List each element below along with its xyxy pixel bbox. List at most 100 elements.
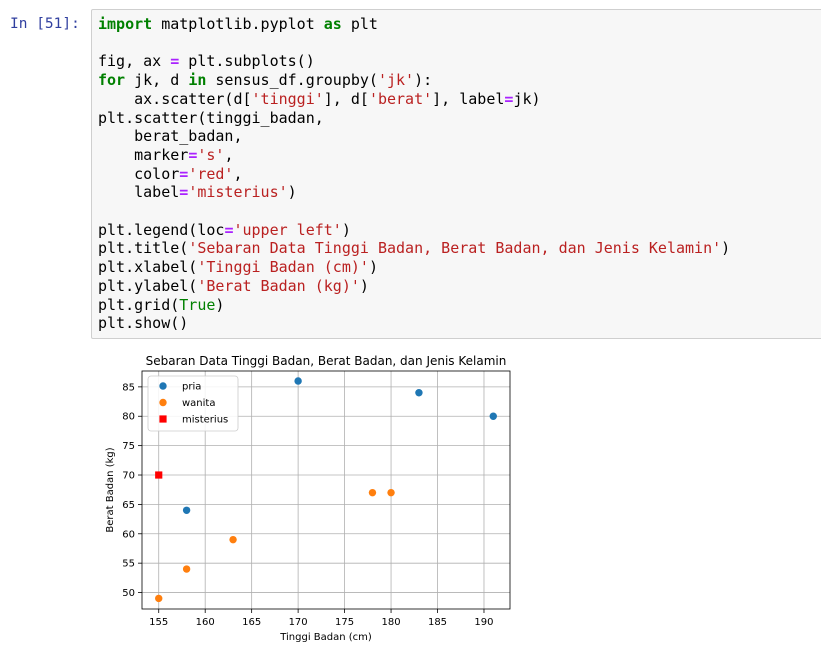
code-line: plt.grid(True) <box>98 296 730 315</box>
code-token: = <box>188 145 198 164</box>
code-line: plt.xlabel('Tinggi Badan (cm)') <box>98 258 730 277</box>
x-tick-label: 185 <box>428 617 447 628</box>
pria-point <box>415 389 423 397</box>
plot-frame <box>141 370 511 610</box>
code-line: plt.legend(loc='upper left') <box>98 221 730 240</box>
code-token: , <box>224 145 234 164</box>
misterius-point <box>155 471 163 479</box>
cell-prompt: In [51]: <box>10 16 80 32</box>
code-token: label <box>98 183 180 202</box>
code-line: marker='s', <box>98 146 730 165</box>
code-cell-input[interactable]: import matplotlib.pyplot as plt fig, ax … <box>91 9 821 339</box>
wanita-point <box>182 565 191 573</box>
x-tick-label: 180 <box>382 617 401 628</box>
wanita-point <box>368 488 377 497</box>
x-tick-label: 175 <box>335 617 354 628</box>
code-line: ax.scatter(d['tinggi'], d['berat'], labe… <box>98 90 730 109</box>
x-tick-label: 165 <box>242 617 261 628</box>
code-token: plt.show() <box>98 314 189 333</box>
code-token: = <box>179 164 189 183</box>
code-token: 'misterius' <box>188 183 288 202</box>
code-token: 'Tinggi Badan (cm)' <box>197 258 369 277</box>
code-token: 'berat' <box>368 89 433 108</box>
y-tick-label: 70 <box>122 471 135 482</box>
code-token: ax.scatter(d[ <box>98 89 252 108</box>
code-line: import matplotlib.pyplot as plt <box>98 15 730 34</box>
pria-point <box>294 377 302 385</box>
code-token: ) <box>215 295 225 314</box>
code-token: import <box>98 15 153 33</box>
code-line <box>98 34 730 53</box>
wanita-point <box>155 594 163 603</box>
code-token: as <box>323 15 342 33</box>
code-line: plt.show() <box>98 314 730 333</box>
code-line: label='misterius') <box>98 183 730 202</box>
code-token: ) <box>721 239 731 258</box>
x-tick-label: 170 <box>289 617 308 628</box>
code-token: 'red' <box>188 164 234 183</box>
code-token: jk, d <box>125 71 189 90</box>
code-token: ) <box>359 276 369 295</box>
legend-label-misterius: misterius <box>182 415 228 426</box>
code-line: plt.ylabel('Berat Badan (kg)') <box>98 277 730 296</box>
code-token: plt <box>341 15 378 33</box>
code-line <box>98 202 730 221</box>
scatter-chart: 155 160 165 170 175 180 185 190 50 55 60 65 70 75 80 85… <box>105 354 511 643</box>
code-line: berat_badan, <box>98 127 730 146</box>
y-tick-label: 55 <box>122 559 135 570</box>
legend-label-pria: pria <box>182 382 201 393</box>
x-tick-label: 155 <box>149 617 168 628</box>
code-token: color <box>98 164 180 183</box>
x-tick-label: 190 <box>474 617 493 628</box>
code-token: = <box>224 220 234 239</box>
code-token: = <box>170 52 180 71</box>
chart-title: Sebaran Data Tinggi Badan, Berat Badan, … <box>146 354 507 368</box>
code-token: jk) <box>513 89 541 108</box>
code-token: ) <box>341 220 351 239</box>
code-token: plt.legend(loc <box>98 220 225 239</box>
legend-marker-pria <box>159 382 167 390</box>
code-token: plt.scatter(tinggi_badan, <box>98 108 324 127</box>
y-tick-label: 85 <box>122 382 135 393</box>
pria-point <box>182 506 191 514</box>
code-token: 'jk' <box>377 71 415 90</box>
y-tick-label: 80 <box>122 412 135 423</box>
code-token: ): <box>414 71 433 90</box>
code-token: 'Sebaran Data Tinggi Badan, Berat Badan,… <box>188 239 722 258</box>
code-token: in <box>188 71 207 90</box>
code-token: ) <box>287 183 297 202</box>
code-editor[interactable]: import matplotlib.pyplot as plt fig, ax … <box>98 15 730 333</box>
code-token: ], d[ <box>323 89 369 108</box>
y-axis-label: Berat Badan (kg) <box>105 447 116 532</box>
code-token: fig, ax <box>98 52 171 71</box>
y-tick-label: 75 <box>122 441 135 452</box>
code-token: 'Berat Badan (kg)' <box>197 276 360 295</box>
code-token: for <box>98 71 126 90</box>
code-token: plt.subplots() <box>179 52 315 71</box>
code-line: fig, ax = plt.subplots() <box>98 52 730 71</box>
code-token: plt.grid( <box>98 295 180 314</box>
code-token: ], label <box>432 89 505 108</box>
code-token: berat_badan, <box>98 127 243 146</box>
code-token: plt.xlabel( <box>98 258 198 277</box>
code-token: matplotlib.pyplot <box>152 15 324 33</box>
x-tick-label: 160 <box>196 617 215 628</box>
code-token: True <box>179 295 216 314</box>
legend-label-wanita: wanita <box>182 398 215 409</box>
code-token: ) <box>368 258 378 277</box>
code-token: 'upper left' <box>233 220 342 239</box>
legend-marker-wanita <box>159 398 167 407</box>
code-token: marker <box>98 145 189 164</box>
code-token: sensus_df.groupby( <box>206 71 378 90</box>
wanita-point <box>387 488 395 497</box>
code-line: plt.scatter(tinggi_badan, <box>98 109 730 128</box>
y-tick-label: 65 <box>122 500 135 511</box>
legend-box <box>147 375 239 432</box>
y-tick-label: 50 <box>122 588 135 599</box>
legend-marker-misterius <box>159 415 167 423</box>
code-token: plt.title( <box>98 239 189 258</box>
code-token: , <box>233 164 243 183</box>
wanita-point <box>229 535 237 544</box>
x-axis-label: Tinggi Badan (cm) <box>279 632 372 643</box>
code-token: 'tinggi' <box>251 89 324 108</box>
